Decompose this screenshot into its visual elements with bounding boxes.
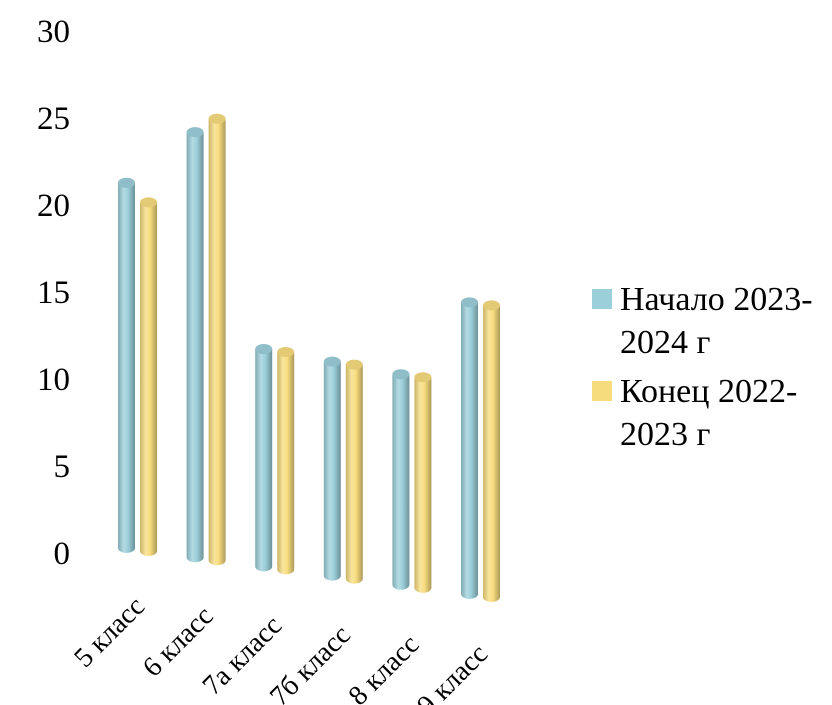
legend-item: Конец 2022-2023 г xyxy=(592,370,832,456)
bar-cap xyxy=(255,344,273,355)
bar-cap xyxy=(461,297,478,308)
legend-label: Начало 2023-2024 г xyxy=(620,281,813,361)
bar-cap xyxy=(277,347,295,358)
bar-end-3 xyxy=(345,364,363,584)
y-tick-label: 30 xyxy=(37,14,70,50)
bar-cap xyxy=(186,127,204,138)
bar-end-0 xyxy=(140,202,157,556)
y-axis-ticks: 0 5 10 15 20 25 30 xyxy=(37,14,70,572)
bar-start-1 xyxy=(186,132,204,563)
y-tick-label: 15 xyxy=(37,275,70,311)
bar-cap xyxy=(345,359,363,370)
bar-cap xyxy=(208,113,226,124)
x-category-label: 9 класс xyxy=(411,639,494,705)
bar-end-2 xyxy=(277,352,295,575)
bar-start-5 xyxy=(461,302,478,599)
y-tick-label: 20 xyxy=(37,188,70,224)
bar-end-5 xyxy=(483,305,500,602)
y-tick-label: 25 xyxy=(37,101,70,137)
bar-cap xyxy=(483,300,500,311)
bar-start-0 xyxy=(118,182,135,554)
legend-item: Начало 2023-2024 г xyxy=(592,278,832,364)
bars xyxy=(118,113,500,602)
bar-cap xyxy=(140,197,157,208)
bar-start-3 xyxy=(323,361,341,581)
bar-end-1 xyxy=(208,118,226,566)
legend-swatch xyxy=(592,381,612,401)
legend: Начало 2023-2024 г Конец 2022-2023 г xyxy=(592,278,832,462)
bar-start-4 xyxy=(392,374,410,590)
bar-end-4 xyxy=(414,377,432,593)
bar-start-2 xyxy=(255,349,273,572)
bar-cap xyxy=(118,177,135,188)
legend-swatch xyxy=(592,289,612,309)
y-tick-label: 0 xyxy=(54,536,71,572)
legend-label: Конец 2022-2023 г xyxy=(620,373,798,453)
y-tick-label: 10 xyxy=(37,362,70,398)
bar-cap xyxy=(392,369,410,380)
bar-cap xyxy=(414,372,432,383)
bar-cap xyxy=(323,356,341,367)
y-tick-label: 5 xyxy=(54,449,71,485)
